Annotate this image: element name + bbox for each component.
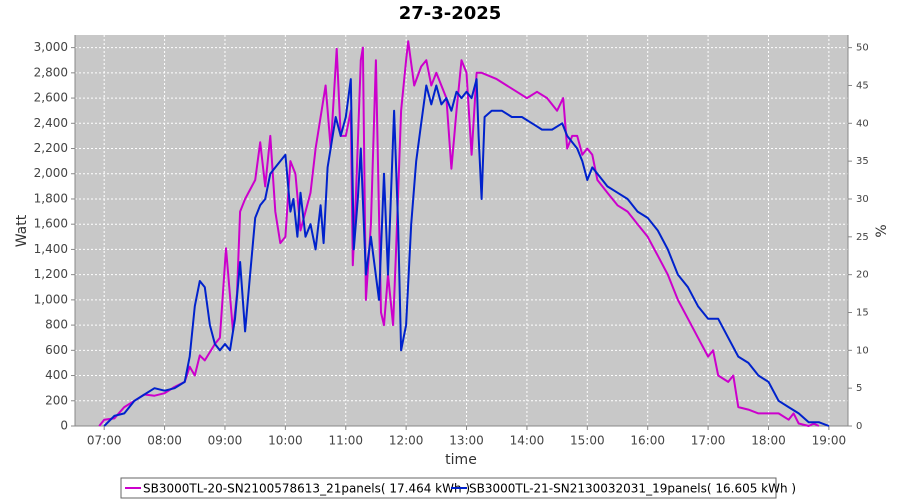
legend-label: SB3000TL-20-SN2100578613_21panels( 17.46… <box>143 482 470 496</box>
y2-axis-label: % <box>874 224 890 237</box>
x-tick-label: 15:00 <box>570 434 605 448</box>
chart-title: 27-3-2025 <box>399 3 502 24</box>
y-tick-label: 800 <box>45 318 68 332</box>
x-tick-label: 16:00 <box>630 434 665 448</box>
y2-tick-label: 30 <box>856 194 869 205</box>
legend-label: SB3000TL-21-SN2130032031_19panels( 16.60… <box>469 482 796 496</box>
y2-tick-label: 50 <box>856 43 869 54</box>
y-tick-label: 1,200 <box>34 267 68 281</box>
x-tick-label: 08:00 <box>147 434 182 448</box>
y2-tick-label: 25 <box>856 232 869 243</box>
x-tick-label: 18:00 <box>751 434 786 448</box>
y-tick-label: 2,600 <box>34 91 68 105</box>
x-tick-label: 10:00 <box>268 434 303 448</box>
y2-tick-label: 45 <box>856 80 869 91</box>
x-tick-label: 13:00 <box>449 434 484 448</box>
x-tick-label: 11:00 <box>328 434 363 448</box>
x-tick-label: 09:00 <box>208 434 243 448</box>
series-line <box>103 78 830 427</box>
x-tick-label: 12:00 <box>389 434 424 448</box>
x-axis-label: time <box>445 452 477 468</box>
y2-tick-label: 10 <box>856 345 869 356</box>
y-tick-label: 2,400 <box>34 116 68 130</box>
y-tick-label: 2,200 <box>34 141 68 155</box>
y-tick-label: 600 <box>45 343 68 357</box>
y-tick-label: 1,400 <box>34 242 68 256</box>
y2-tick-label: 35 <box>856 156 869 167</box>
y-tick-label: 1,600 <box>34 217 68 231</box>
y-tick-label: 1,800 <box>34 191 68 205</box>
x-tick-label: 14:00 <box>510 434 545 448</box>
y-axis-label: Watt <box>14 214 30 247</box>
y2-tick-label: 15 <box>856 307 869 318</box>
y2-tick-label: 5 <box>856 383 862 394</box>
x-tick-label: 17:00 <box>691 434 726 448</box>
y-tick-label: 2,800 <box>34 65 68 79</box>
legend <box>120 477 777 499</box>
y-tick-label: 200 <box>45 393 68 407</box>
y2-tick-label: 20 <box>856 270 869 281</box>
y2-tick-label: 0 <box>856 421 862 432</box>
y-tick-label: 1,000 <box>34 292 68 306</box>
y-tick-label: 3,000 <box>34 40 68 54</box>
y-tick-label: 0 <box>60 419 68 433</box>
y-tick-label: 2,000 <box>34 166 68 180</box>
x-tick-label: 07:00 <box>87 434 122 448</box>
y-tick-label: 400 <box>45 368 68 382</box>
y2-tick-label: 40 <box>856 118 869 129</box>
x-tick-label: 19:00 <box>812 434 847 448</box>
